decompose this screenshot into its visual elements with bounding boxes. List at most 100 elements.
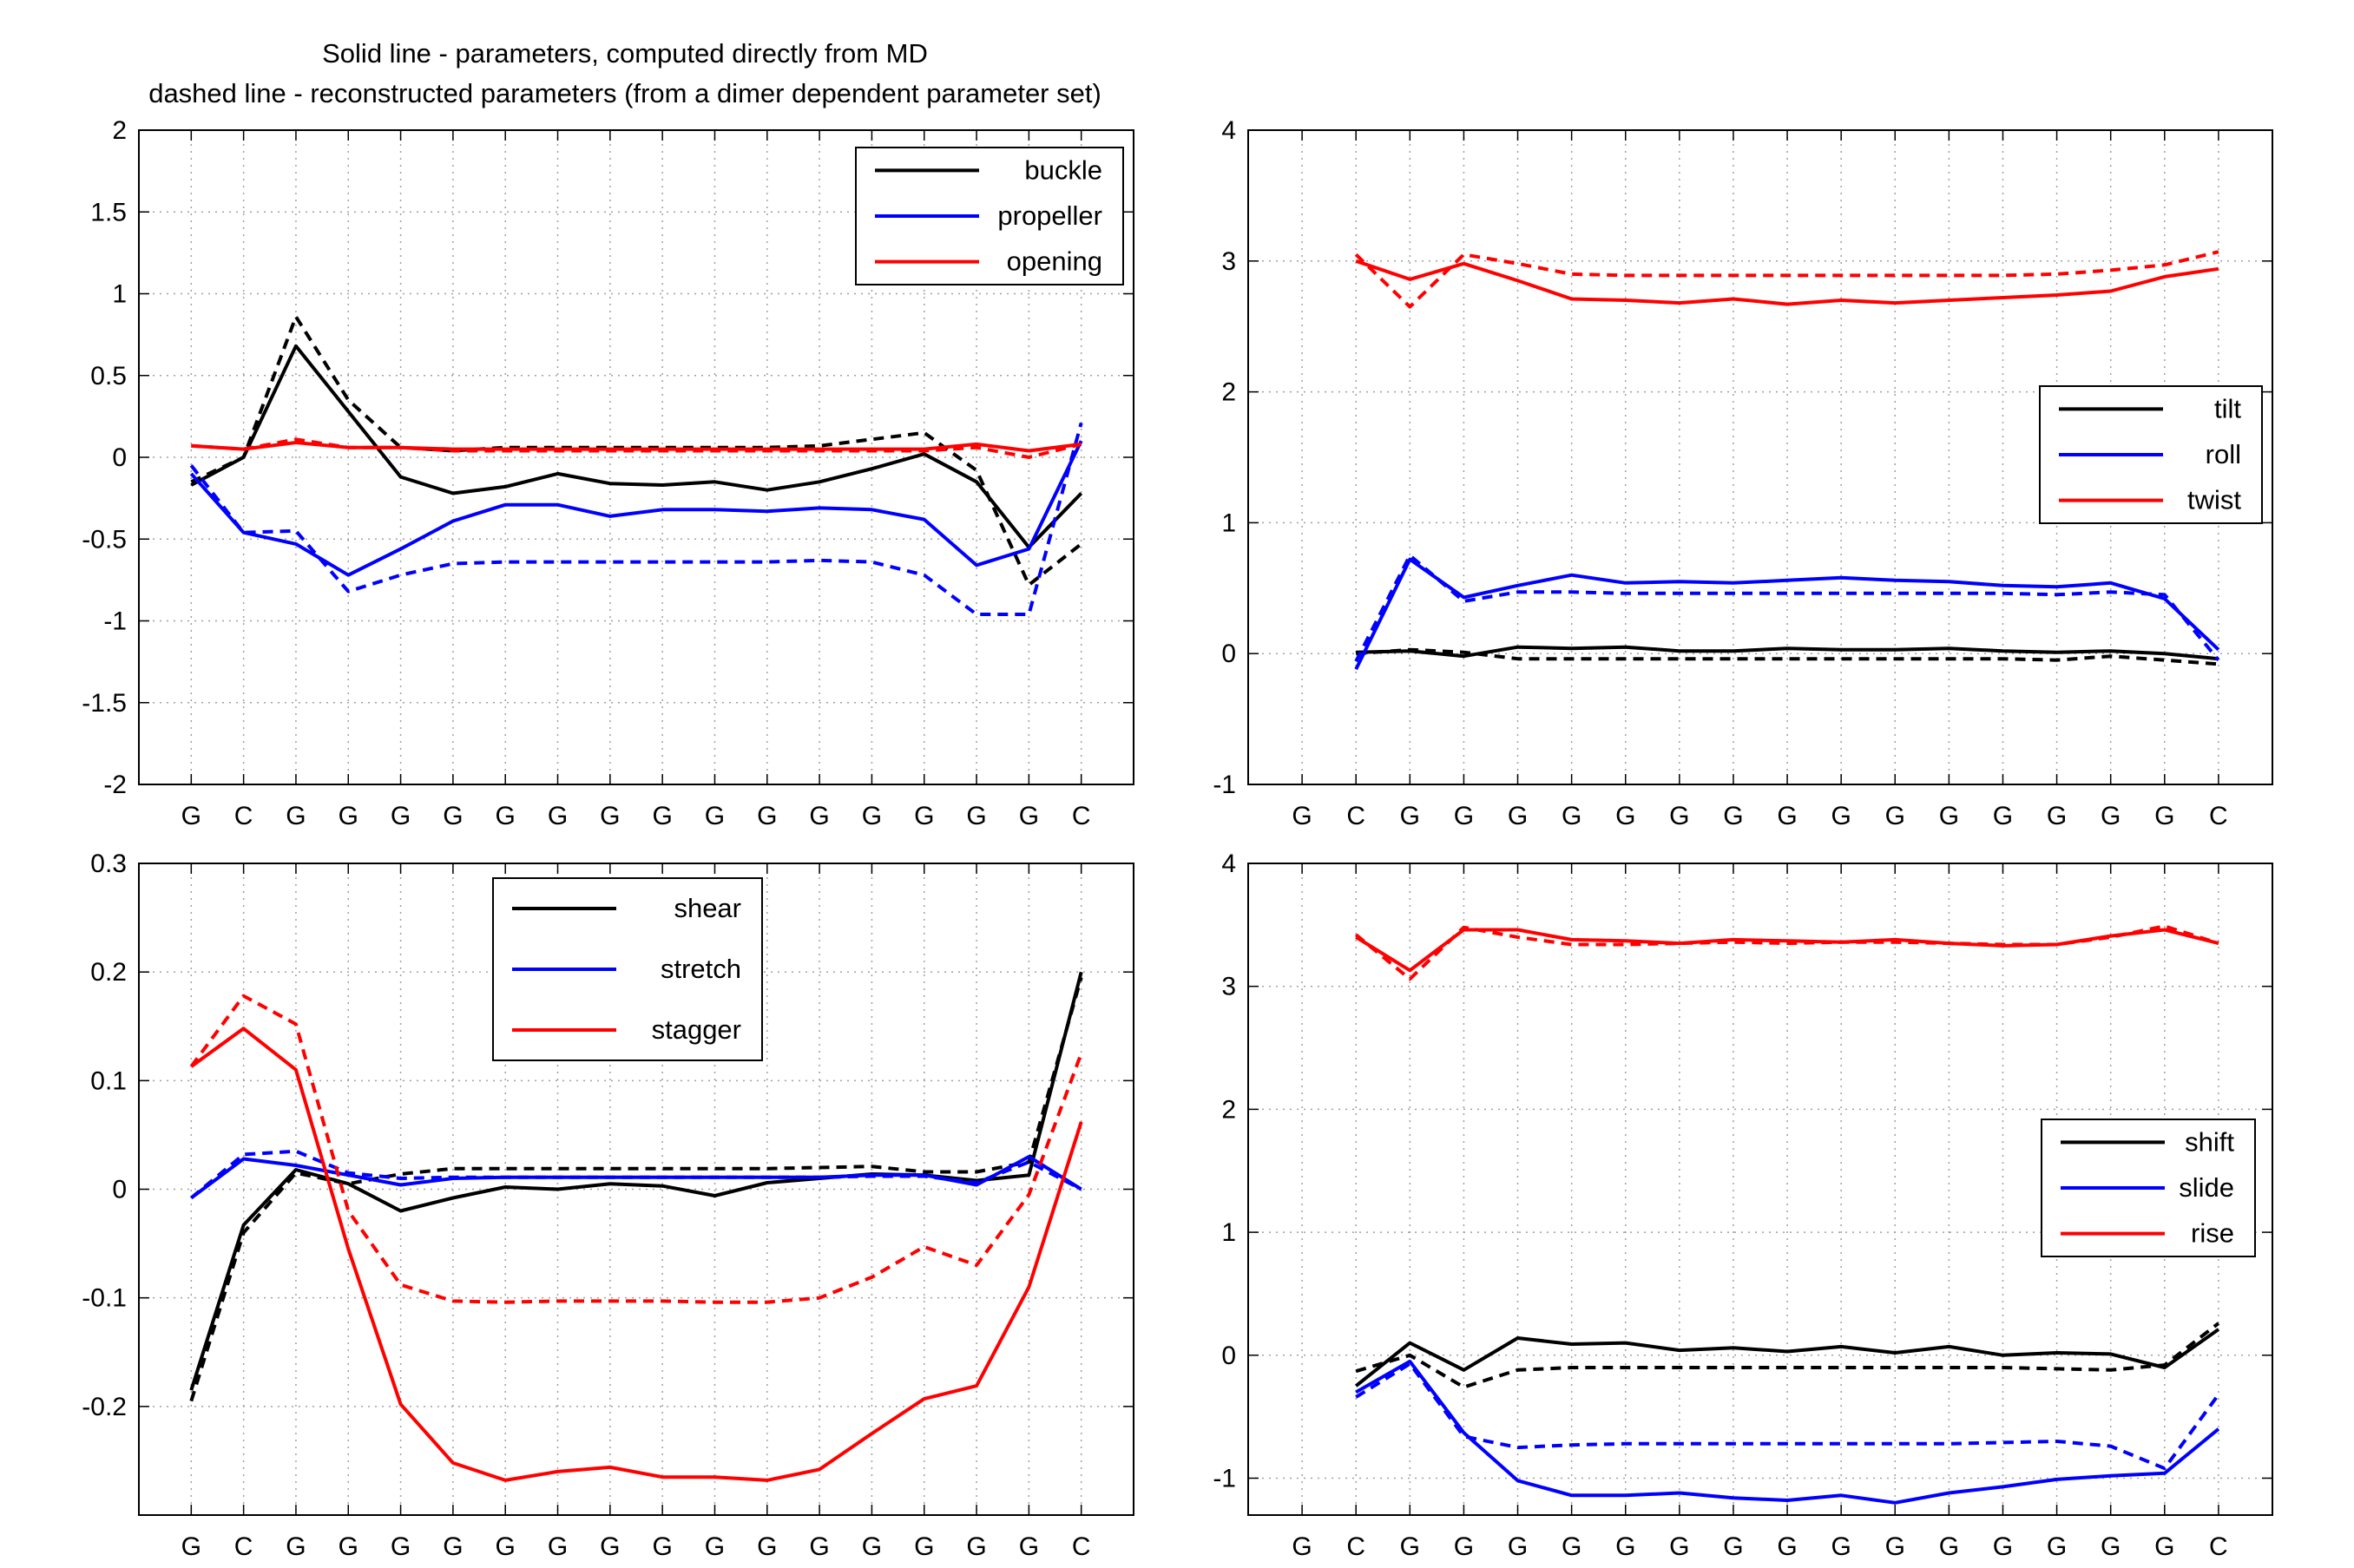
- y-tick-label: -0.5: [82, 525, 127, 554]
- y-tick-label: 0.3: [90, 850, 127, 878]
- x-tick-label: G: [914, 1532, 934, 1561]
- y-tick-label: 1: [1221, 1218, 1236, 1247]
- legend-label-rise: rise: [2191, 1218, 2234, 1249]
- x-tick-label: G: [757, 802, 777, 830]
- chart-panel-2: G C G G G G G G G G G G G G G G G C 4 3 2 1 0 -1 tilt roll twist: [1213, 116, 2273, 830]
- x-tick-label: G: [1777, 1532, 1797, 1561]
- x-tick-label: G: [652, 1532, 672, 1561]
- legend-label-twist: twist: [2187, 485, 2241, 515]
- x-tick-label: C: [234, 802, 253, 830]
- chart-panel-4: G C G G G G G G G G G G G G G G G C 4 3 2 1 0 -1 shift slide rise: [1213, 850, 2273, 1561]
- x-tick-label: G: [705, 1532, 725, 1561]
- x-tick-label: G: [1400, 1532, 1420, 1561]
- y-tick-label: 1: [1221, 508, 1236, 537]
- y-tick-label: 1: [112, 280, 127, 309]
- x-tick-label: G: [1615, 1532, 1635, 1561]
- x-tick-label: G: [391, 802, 411, 830]
- series-propeller-solid-line: [189, 440, 1083, 577]
- x-tick-label: G: [1292, 1532, 1312, 1561]
- x-tick-label: G: [2047, 802, 2067, 830]
- x-tick-label: G: [1885, 1532, 1905, 1561]
- y-tick-label: 0.1: [90, 1066, 127, 1095]
- legend-label-stretch: stretch: [661, 954, 741, 984]
- y-tick-label: 2: [112, 116, 127, 145]
- chart-panel-1: G C G G G G G G G G G G G G G G G C 2 1.5 1 0.5 0 -0.5 -1 -1.5 -2 b…: [82, 116, 1134, 830]
- x-tick-label: G: [443, 802, 463, 830]
- x-tick-label: G: [914, 802, 934, 830]
- series-layer: [189, 971, 1083, 1482]
- x-tick-label: C: [1072, 802, 1091, 830]
- x-tick-label: G: [339, 802, 358, 830]
- x-tick-label: G: [496, 1532, 516, 1561]
- x-tick-label: G: [966, 1532, 986, 1561]
- x-tick-label: G: [1939, 1532, 1959, 1561]
- x-tick-label: G: [548, 802, 568, 830]
- x-tick-label: G: [1562, 802, 1581, 830]
- x-tick-label: G: [1831, 1532, 1851, 1561]
- legend: tilt roll twist: [2039, 385, 2263, 524]
- y-tick-label: 0.2: [90, 958, 127, 987]
- legend-label-slide: slide: [2179, 1172, 2234, 1203]
- y-tick-label: 1.5: [90, 198, 127, 226]
- x-tick-label: G: [443, 1532, 463, 1561]
- x-tick-label: C: [2209, 1532, 2228, 1561]
- series-stagger-dashed-line: [189, 994, 1083, 1304]
- legend-label-stagger: stagger: [652, 1014, 741, 1045]
- chart-panel-3: G C G G G G G G G G G G G G G G G C 0.3 0.2 0.1 0 -0.1 -0.2 shea…: [82, 850, 1134, 1561]
- x-tick-label: G: [1019, 1532, 1039, 1561]
- y-tick-label: 0: [112, 443, 127, 472]
- y-tick-label: 0: [1221, 1342, 1236, 1370]
- x-tick-label: G: [1454, 1532, 1474, 1561]
- y-tick-label: 4: [1221, 850, 1236, 878]
- figure-title-line-1: Solid line - parameters, computed direct…: [322, 38, 928, 69]
- x-tick-label: C: [2209, 802, 2228, 830]
- x-tick-label: G: [181, 802, 201, 830]
- plot-frame: [138, 129, 1134, 785]
- x-tick-label: G: [1669, 1532, 1689, 1561]
- y-tick-label: -0.2: [82, 1393, 127, 1421]
- legend: shear stretch stagger: [492, 877, 763, 1061]
- y-tick-label: -1: [103, 607, 127, 636]
- x-tick-label: G: [1562, 1532, 1581, 1561]
- x-tick-label: G: [862, 1532, 882, 1561]
- x-tick-label: G: [1831, 802, 1851, 830]
- x-tick-label: G: [2154, 1532, 2174, 1561]
- x-tick-label: C: [1346, 802, 1365, 830]
- legend-label-opening: opening: [1007, 246, 1102, 277]
- legend-label-propeller: propeller: [997, 200, 1102, 231]
- y-tick-label: -0.1: [82, 1284, 127, 1313]
- series-layer: [1354, 924, 2220, 1505]
- x-tick-label: G: [966, 802, 986, 830]
- x-tick-label: G: [1777, 802, 1797, 830]
- legend: buckle propeller opening: [855, 147, 1124, 285]
- series-roll-solid-line: [1354, 557, 2220, 671]
- y-tick-label: -2: [103, 771, 127, 799]
- series-twist-solid-line: [1355, 259, 2219, 306]
- y-tick-label: -1.5: [82, 689, 127, 718]
- y-tick-label: 3: [1221, 247, 1236, 276]
- legend-label-buckle: buckle: [1024, 154, 1102, 185]
- y-tick-label: -1: [1213, 771, 1236, 799]
- x-tick-label: G: [1993, 1532, 2013, 1561]
- legend-label-shear: shear: [674, 893, 741, 923]
- series-propeller-dashed-line: [189, 422, 1083, 616]
- x-tick-label: G: [1454, 802, 1474, 830]
- series-roll-dashed-line: [1354, 554, 2220, 663]
- x-tick-label: G: [1939, 802, 1959, 830]
- x-tick-label: C: [1346, 1532, 1365, 1561]
- series-tilt-dashed-line: [1356, 647, 2219, 666]
- figure-title-line-2: dashed line - reconstructed parameters (…: [148, 78, 1101, 108]
- x-tick-label: G: [2101, 802, 2121, 830]
- x-tick-label: G: [496, 802, 516, 830]
- x-tick-label: G: [652, 802, 672, 830]
- series-rise-dashed-line: [1354, 924, 2219, 981]
- x-tick-label: G: [2047, 1532, 2067, 1561]
- x-tick-label: G: [1508, 802, 1528, 830]
- plot-frame: [1247, 129, 2273, 785]
- x-tick-label: G: [809, 802, 829, 830]
- x-tick-label: G: [1615, 802, 1635, 830]
- series-twist-dashed-line: [1354, 250, 2219, 309]
- legend-label-tilt: tilt: [2214, 393, 2241, 423]
- x-tick-label: G: [1669, 802, 1689, 830]
